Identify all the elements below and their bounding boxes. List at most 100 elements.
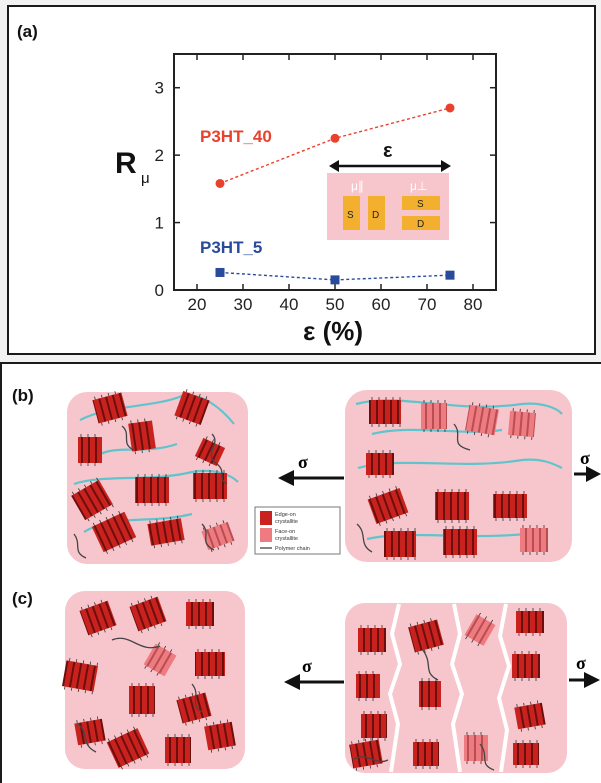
x-tick-label: 60 bbox=[372, 295, 391, 314]
edge-on-crystallite bbox=[356, 671, 380, 701]
strain-inset: ε μ∥ μ⊥ S D S D bbox=[327, 140, 451, 240]
edge-on-crystallite bbox=[61, 657, 99, 695]
edge-on-crystallite bbox=[435, 489, 469, 523]
data-point bbox=[330, 133, 340, 143]
y-tick-label: 2 bbox=[155, 146, 164, 165]
x-tick-label: 20 bbox=[188, 295, 207, 314]
data-point bbox=[215, 178, 225, 188]
x-tick-label: 80 bbox=[464, 295, 483, 314]
edge-on-crystallite bbox=[358, 625, 386, 655]
x-tick-label: 40 bbox=[280, 295, 299, 314]
edge-on-crystallite bbox=[512, 651, 540, 681]
legend-edge-on-line1: Edge-on bbox=[275, 512, 296, 518]
x-tick-label: 50 bbox=[326, 295, 345, 314]
edge-on-crystallite bbox=[71, 477, 114, 522]
pad-drain-perp bbox=[402, 216, 440, 230]
face-on-crystallite bbox=[143, 642, 177, 677]
face-on-crystallite bbox=[421, 400, 447, 432]
face-on-crystallite bbox=[201, 520, 235, 553]
edge-on-crystallite bbox=[367, 486, 409, 526]
face-on-crystallite bbox=[464, 612, 496, 647]
arrow-right-icon bbox=[584, 672, 600, 688]
edge-on-crystallite bbox=[513, 740, 539, 768]
legend-edge-on-line2: crystallite bbox=[275, 519, 298, 525]
crack-lines bbox=[387, 603, 512, 773]
edge-on-crystallite bbox=[366, 450, 394, 478]
stress-symbol-b-right: σ bbox=[580, 448, 590, 468]
edge-on-crystallite bbox=[92, 391, 128, 426]
film-c-unstretched bbox=[65, 591, 245, 769]
edge-on-crystallite bbox=[413, 739, 439, 769]
series-label-p3ht40: P3HT_40 bbox=[200, 127, 272, 146]
legend-face-on-line2: crystallite bbox=[275, 536, 298, 542]
face-on-crystallite bbox=[464, 402, 500, 438]
legend-face-on-line1: Face-on bbox=[275, 529, 295, 535]
panel-b-label: (b) bbox=[12, 386, 34, 405]
edge-on-crystallite bbox=[79, 599, 117, 638]
label-source-parallel: S bbox=[347, 210, 354, 221]
pad-source-perp bbox=[402, 196, 440, 210]
edge-on-crystallite bbox=[165, 734, 191, 766]
edge-on-crystallite bbox=[369, 397, 401, 427]
y-tick-label: 0 bbox=[155, 281, 164, 300]
label-source-perp: S bbox=[417, 199, 424, 210]
loose-chains bbox=[73, 423, 495, 771]
crystallites bbox=[61, 389, 548, 771]
legend-face-on-swatch bbox=[260, 528, 272, 542]
edge-on-crystallite bbox=[516, 608, 544, 636]
edge-on-crystallite bbox=[514, 700, 546, 732]
edge-on-crystallite bbox=[176, 691, 212, 726]
series-label-p3ht5: P3HT_5 bbox=[200, 238, 262, 257]
legend-chain-label: Polymer chain bbox=[275, 546, 310, 552]
x-axis-title: ε (%) bbox=[303, 316, 363, 346]
panel-a: (a) 20 30 40 50 60 70 80 0 1 2 3 R μ ε (%) P3HT_40… bbox=[7, 5, 596, 355]
label-drain-parallel: D bbox=[372, 210, 379, 221]
face-on-crystallite bbox=[520, 525, 548, 555]
edge-on-crystallite bbox=[129, 595, 167, 634]
edge-on-crystallite bbox=[174, 389, 210, 427]
y-tick-label: 1 bbox=[155, 214, 164, 233]
edge-on-crystallite bbox=[195, 649, 225, 679]
film-c-stretched bbox=[345, 603, 567, 773]
edge-on-crystallite bbox=[384, 528, 416, 560]
edge-on-crystallite bbox=[193, 470, 227, 502]
edge-on-crystallite bbox=[78, 434, 102, 466]
edge-on-crystallite bbox=[349, 737, 383, 771]
edge-on-crystallite bbox=[361, 711, 387, 741]
edge-on-crystallite bbox=[408, 618, 444, 655]
strain-arrow-left-icon bbox=[329, 160, 339, 172]
edge-on-crystallite bbox=[135, 474, 169, 506]
stress-arrows bbox=[278, 466, 601, 690]
data-point bbox=[330, 275, 340, 285]
inset-strain-symbol: ε bbox=[383, 140, 393, 162]
panel-a-label: (a) bbox=[17, 22, 38, 41]
label-drain-perp: D bbox=[417, 219, 424, 230]
rmu-vs-strain-chart: (a) 20 30 40 50 60 70 80 0 1 2 3 R μ ε (%) P3HT_40… bbox=[17, 22, 497, 346]
edge-on-crystallite bbox=[194, 436, 226, 467]
panel-b-c: (b) (c) bbox=[0, 362, 601, 783]
edge-on-crystallite bbox=[443, 526, 477, 558]
axis-ticks: 20 30 40 50 60 70 80 0 1 2 3 bbox=[155, 54, 496, 314]
pad-drain-parallel bbox=[368, 196, 385, 230]
data-point bbox=[215, 267, 225, 277]
series-markers bbox=[215, 103, 455, 285]
strain-arrow-right-icon bbox=[441, 160, 451, 172]
x-tick-label: 70 bbox=[418, 295, 437, 314]
y-axis-title: R bbox=[115, 147, 137, 180]
stress-symbol-b-left: σ bbox=[298, 452, 308, 472]
edge-on-crystallite bbox=[129, 683, 155, 717]
x-tick-label: 30 bbox=[234, 295, 253, 314]
face-on-crystallite bbox=[508, 408, 536, 440]
legend: Edge-on crystallite Face-on crystallite … bbox=[254, 506, 341, 555]
stress-symbol-c-left: σ bbox=[302, 656, 312, 676]
arrow-left-icon bbox=[278, 470, 294, 486]
edge-on-crystallite bbox=[493, 491, 527, 521]
panel-c-label: (c) bbox=[12, 589, 33, 608]
data-point bbox=[445, 103, 455, 113]
arrow-right-icon bbox=[586, 466, 601, 482]
edge-on-crystallite bbox=[128, 418, 156, 455]
edge-on-crystallite bbox=[147, 515, 185, 549]
data-point bbox=[445, 270, 455, 280]
edge-on-crystallite bbox=[419, 678, 441, 710]
y-tick-label: 3 bbox=[155, 79, 164, 98]
